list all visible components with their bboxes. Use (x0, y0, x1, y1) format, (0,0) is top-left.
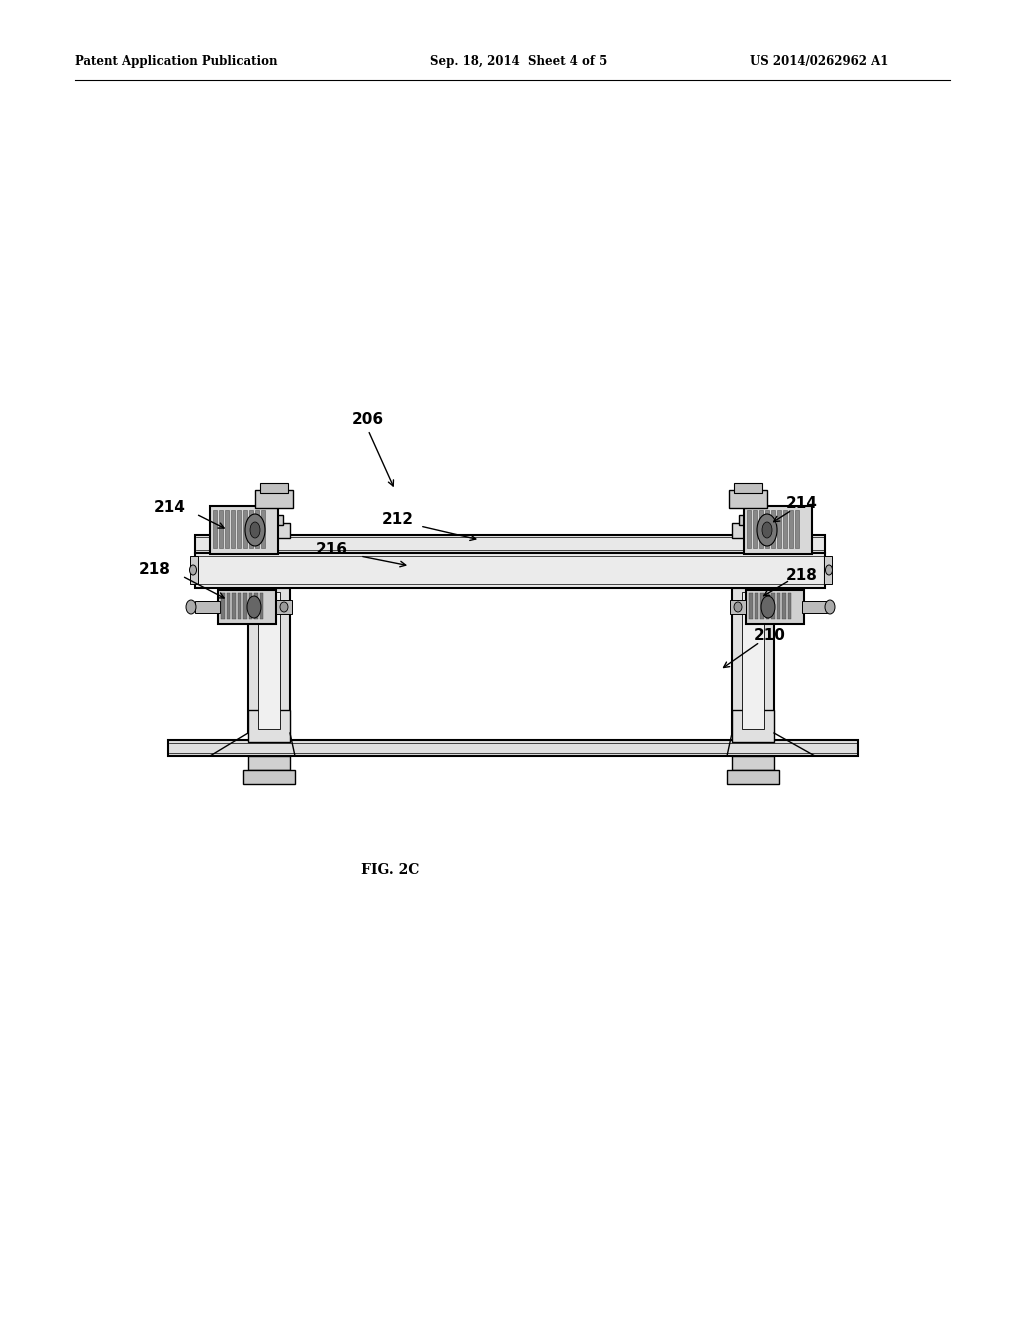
Bar (732, 587, 774, 733)
Ellipse shape (825, 601, 835, 614)
Ellipse shape (247, 597, 261, 618)
Bar (739, 515, 767, 525)
Bar (732, 710, 774, 742)
Bar (766, 593, 769, 619)
Bar (255, 490, 293, 508)
Text: 214: 214 (154, 500, 186, 516)
Bar (243, 593, 247, 619)
Bar (782, 593, 785, 619)
Bar (746, 510, 751, 548)
Bar (258, 591, 280, 729)
Bar (210, 506, 278, 554)
Bar (730, 601, 746, 614)
Bar (255, 510, 259, 548)
Bar (734, 483, 762, 492)
Bar (744, 506, 812, 554)
Bar (249, 510, 253, 548)
Ellipse shape (250, 521, 260, 539)
Bar (195, 601, 220, 612)
Bar (243, 510, 247, 548)
Bar (255, 515, 283, 525)
Bar (218, 590, 276, 624)
Bar (259, 593, 263, 619)
Bar (219, 510, 223, 548)
Bar (802, 601, 827, 612)
Bar (248, 710, 290, 742)
Bar (260, 483, 288, 492)
Bar (190, 556, 198, 583)
Bar (231, 510, 234, 548)
Bar (261, 510, 265, 548)
Text: 206: 206 (352, 412, 384, 428)
Bar (771, 510, 775, 548)
Bar (195, 535, 825, 553)
Bar (727, 770, 779, 784)
Bar (243, 770, 295, 784)
Bar (168, 741, 858, 756)
Bar (753, 510, 757, 548)
Bar (787, 593, 791, 619)
Ellipse shape (734, 602, 742, 612)
Bar (824, 556, 831, 583)
Bar (765, 510, 769, 548)
Bar (238, 593, 241, 619)
Ellipse shape (245, 513, 265, 546)
Text: 218: 218 (139, 562, 171, 578)
Ellipse shape (186, 601, 196, 614)
Bar (249, 593, 252, 619)
Text: 212: 212 (382, 512, 414, 528)
Bar (225, 510, 229, 548)
Bar (795, 510, 799, 548)
Bar (732, 523, 774, 539)
Bar (237, 510, 241, 548)
Bar (276, 601, 292, 614)
Text: FIG. 2C: FIG. 2C (360, 863, 419, 876)
Bar (226, 593, 230, 619)
Ellipse shape (280, 602, 288, 612)
Bar (759, 510, 763, 548)
Bar (248, 756, 290, 770)
Bar (771, 593, 774, 619)
Bar (777, 510, 781, 548)
Text: US 2014/0262962 A1: US 2014/0262962 A1 (750, 55, 889, 69)
Bar (755, 593, 758, 619)
Text: 214: 214 (786, 496, 818, 511)
Ellipse shape (825, 565, 833, 576)
Bar (749, 593, 753, 619)
Ellipse shape (189, 565, 197, 576)
Bar (729, 490, 767, 508)
Bar (213, 510, 217, 548)
Ellipse shape (761, 597, 775, 618)
Bar (760, 593, 764, 619)
Bar (195, 553, 825, 587)
Text: Patent Application Publication: Patent Application Publication (75, 55, 278, 69)
Bar (790, 510, 793, 548)
Text: 210: 210 (754, 628, 786, 644)
Bar (742, 591, 764, 729)
Bar (232, 593, 236, 619)
Ellipse shape (757, 513, 777, 546)
Bar (248, 587, 290, 733)
Ellipse shape (762, 521, 772, 539)
Bar (783, 510, 787, 548)
Bar (746, 590, 804, 624)
Text: Sep. 18, 2014  Sheet 4 of 5: Sep. 18, 2014 Sheet 4 of 5 (430, 55, 607, 69)
Text: 216: 216 (316, 543, 348, 557)
Bar (221, 593, 224, 619)
Bar (248, 523, 290, 539)
Bar (732, 756, 774, 770)
Bar (254, 593, 257, 619)
Text: 218: 218 (786, 569, 818, 583)
Bar (776, 593, 780, 619)
